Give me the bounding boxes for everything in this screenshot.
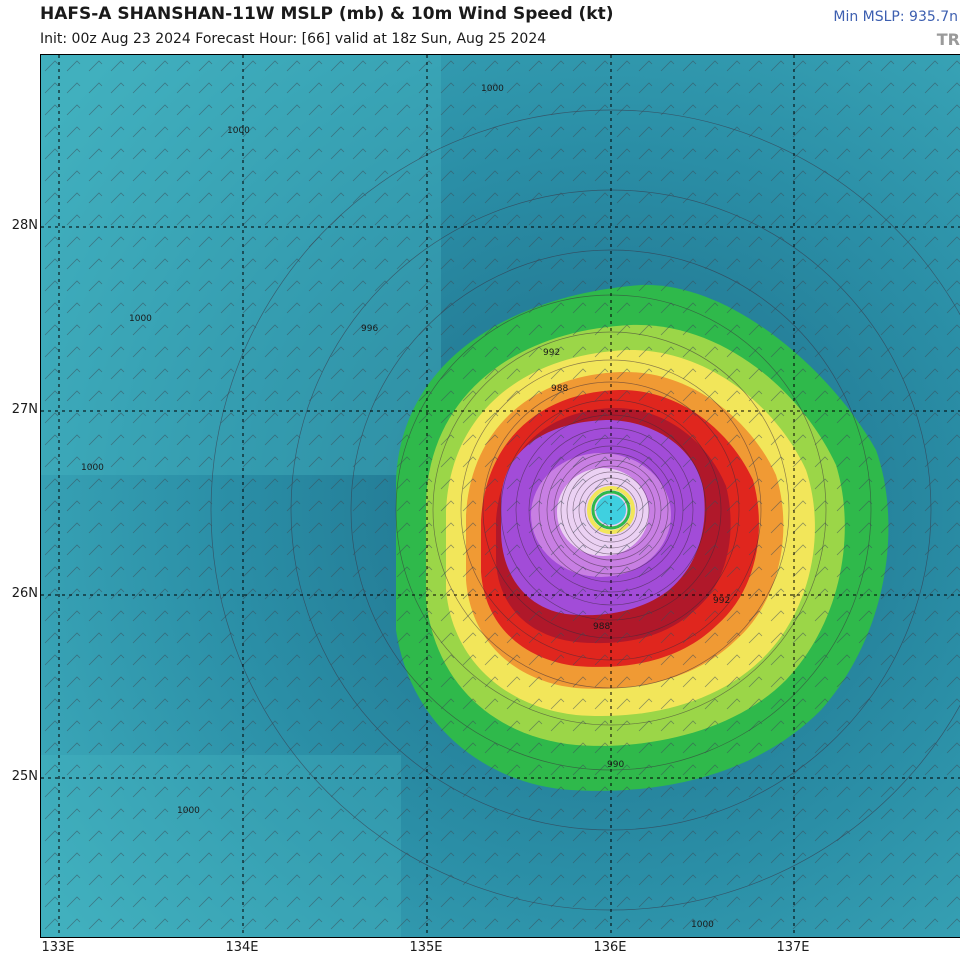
isobar-label: 988 [551,384,568,394]
lat-label-25n: 25N [11,769,38,784]
wind-barbs [41,55,960,937]
wind-field-map: 1000 1000 1000 1000 1000 996 992 988 988… [41,55,960,937]
isobar-label: 1000 [81,463,104,473]
map-subtitle: Init: 00z Aug 23 2024 Forecast Hour: [66… [40,31,547,47]
isobar-label: 1000 [481,84,504,94]
lat-label-28n: 28N [11,218,38,233]
isobar-label: 1000 [129,314,152,324]
isobar-labels: 1000 1000 1000 1000 1000 996 992 988 988… [81,84,730,930]
map-panel: 1000 1000 1000 1000 1000 996 992 988 988… [40,54,960,938]
lat-label-26n: 26N [11,586,38,601]
graticule [41,55,960,937]
isobar-label: 992 [543,348,560,358]
isobar-label: 996 [361,324,378,334]
lon-label-134e: 134E [225,940,259,955]
isobar-label: 988 [593,622,610,632]
watermark: TR [936,30,960,49]
isobar-label: 992 [713,596,730,606]
isobar-label: 990 [607,760,624,770]
lon-label-137e: 137E [776,940,810,955]
isobar-label: 1000 [177,806,200,816]
min-mslp-label: Min MSLP: 935.7n [833,9,958,25]
lon-label-136e: 136E [593,940,627,955]
isobar-label: 1000 [691,920,714,930]
lon-label-133e: 133E [41,940,75,955]
isobar-label: 1000 [227,126,250,136]
map-title: HAFS-A SHANSHAN-11W MSLP (mb) & 10m Wind… [40,4,614,24]
lat-label-27n: 27N [11,402,38,417]
lon-label-135e: 135E [409,940,443,955]
